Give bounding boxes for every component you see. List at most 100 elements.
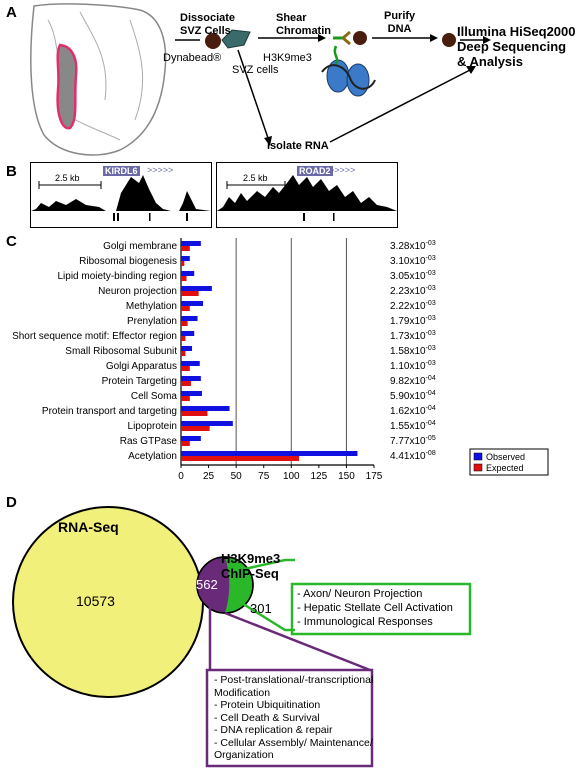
chip-only-count: 301 [250, 601, 272, 616]
green-box [290, 582, 472, 636]
legend-swatch [473, 452, 483, 461]
svz-region [56, 43, 78, 130]
svz-cells-label: SVZ cells [232, 64, 279, 76]
pvalue-label: 1.79x10-03 [390, 315, 436, 327]
purple-item: Modification [214, 686, 271, 699]
purple-item: - DNA replication & repair [214, 724, 333, 736]
bar-observed [181, 271, 195, 276]
pvalue-label: 4.41x10-08 [390, 450, 436, 462]
rnaseq-only-count: 10573 [76, 593, 115, 609]
venn-diagram [12, 506, 472, 768]
bar-expected [181, 291, 199, 296]
overlap-region [197, 557, 230, 613]
category-label: Lipid moiety-binding region [57, 271, 177, 282]
step-dissociate: Dissociate SVZ Cells [180, 12, 236, 37]
green-item: - Axon/ Neuron Projection [297, 588, 423, 600]
purple-item: - Cell Death & Survival [214, 711, 320, 724]
pvalue-label: 3.05x10-03 [390, 270, 436, 282]
pvalue-label: 3.10x10-03 [390, 255, 436, 267]
bar-expected [181, 441, 190, 446]
bar-expected [181, 366, 190, 371]
category-label: Ribosomal biogenesis [79, 256, 177, 267]
purple-item: - Protein Ubiquitination [214, 699, 321, 711]
x-tick-label: 50 [231, 471, 243, 482]
pvalue-label: 1.55x10-04 [390, 420, 436, 432]
bar-observed [181, 376, 201, 381]
bar-observed [181, 346, 193, 351]
track-1: 2.5 kb KIRDL6 >>>>> [30, 162, 212, 228]
chip-title: H3K9me3 ChIP-Seq [221, 551, 281, 581]
bar-expected [181, 306, 190, 311]
purple-item: Organization [214, 749, 274, 761]
legend-box [469, 448, 549, 476]
bar-expected [181, 426, 210, 431]
step-shear: Shear Chromatin [276, 12, 331, 37]
category-label: Cell Soma [131, 391, 178, 402]
pvalue-label: 1.58x10-03 [390, 345, 436, 357]
bar-observed [181, 241, 201, 246]
panel-a-schematic [30, 3, 491, 156]
track-2: 2.5 kb ROAD2 >>>>> [216, 162, 398, 228]
arrow-rna [237, 49, 269, 139]
pvalue-label: 2.22x10-03 [390, 300, 436, 312]
panel-a-letter: A [6, 4, 17, 21]
track-2-scale: 2.5 kb [243, 173, 268, 183]
category-label: Small Ribosomal Subunit [65, 346, 177, 357]
bar-observed [181, 256, 190, 261]
isolate-rna-label: Isolate RNA [267, 140, 329, 152]
x-tick-label: 100 [283, 471, 300, 482]
pvalue-label: 1.62x10-04 [390, 405, 436, 417]
category-label: Short sequence motif: Effector region [12, 331, 177, 342]
category-label: Golgi Apparatus [106, 361, 177, 372]
purple-box-list: - Post-translational/-transcriptional Mo… [214, 674, 373, 762]
pvalue-label: 7.77x10-05 [390, 435, 436, 447]
bar-observed [181, 391, 202, 396]
category-label: Prenylation [127, 316, 177, 327]
bar-expected [181, 456, 300, 461]
bar-expected [181, 276, 187, 281]
legend-label: Expected [486, 463, 524, 473]
green-item: - Immunological Responses [297, 616, 433, 628]
bar-observed [181, 301, 204, 306]
category-label: Lipoprotein [128, 421, 177, 432]
bar-observed [181, 286, 212, 291]
bar-observed [181, 436, 201, 441]
category-label: Ras GTPase [120, 436, 178, 447]
x-tick-label: 125 [311, 471, 328, 482]
rnaseq-title: RNA-Seq [58, 519, 119, 535]
pvalue-label: 9.82x10-04 [390, 375, 436, 387]
panel-b-letter: B [6, 163, 17, 180]
track-2-gene: ROAD2 [297, 166, 333, 176]
x-tick-label: 150 [338, 471, 355, 482]
panel-d-letter: D [6, 494, 17, 511]
dynabead-label: Dynabead® [163, 52, 222, 64]
bar-expected [181, 396, 190, 401]
sequencing-label: Illumina HiSeq2000 Deep Sequencing & Analy… [457, 24, 576, 69]
overlap-count: 562 [196, 577, 218, 592]
track-1-scale: 2.5 kb [55, 173, 80, 183]
bar-observed [181, 421, 233, 426]
bar-expected [181, 411, 208, 416]
x-tick-label: 25 [203, 471, 215, 482]
track-2-strand: >>>>> [329, 165, 356, 175]
track-1-strand: >>>>> [147, 165, 174, 175]
bar-expected [181, 321, 188, 326]
category-label: Neuron projection [98, 286, 177, 297]
purple-item: - Post-translational/-transcriptional [214, 674, 374, 686]
bar-expected [181, 381, 191, 386]
pvalue-label: 1.10x10-03 [390, 360, 436, 372]
green-box-list: - Axon/ Neuron Projection - Hepatic Stel… [297, 587, 453, 629]
bar-expected [181, 351, 186, 356]
track-1-gene: KIRDL6 [103, 166, 140, 176]
arrow-rna-seq [329, 69, 471, 143]
dynabead [205, 33, 221, 49]
category-label: Golgi membrane [103, 241, 177, 252]
purple-box [205, 668, 374, 768]
bar-observed [181, 331, 195, 336]
purple-item: - Cellular Assembly/ Maintenance/ [214, 736, 373, 749]
bar-expected [181, 261, 185, 266]
legend-swatch [473, 463, 483, 472]
bar-observed [181, 361, 200, 366]
category-label: Protein Targeting [102, 376, 177, 387]
category-label: Methylation [126, 301, 177, 312]
